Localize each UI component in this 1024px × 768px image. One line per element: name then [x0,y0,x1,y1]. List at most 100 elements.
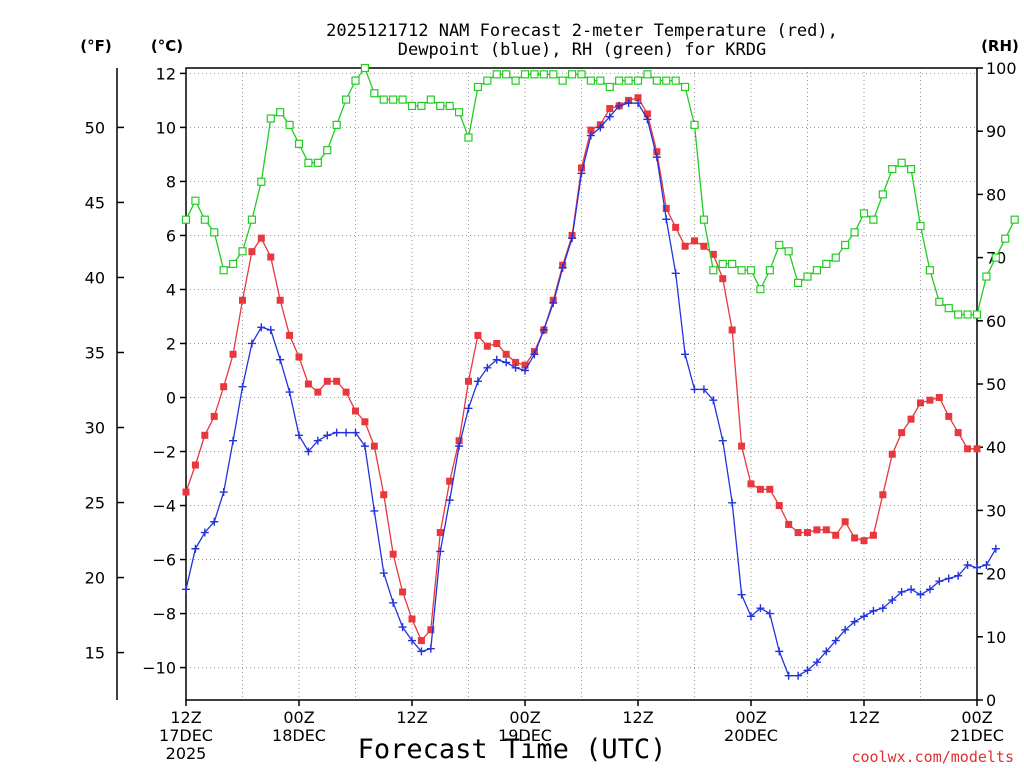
dewpoint-point [473,377,482,386]
rh-point [200,215,209,224]
dewpoint-point [841,625,850,634]
dewpoint-point [360,442,369,451]
x-tick-label: 00Z [735,708,766,727]
temperature-point [483,342,491,350]
chart-title-line2: Dewpoint (blue), RH (green) for KRDG [398,40,766,60]
rh-point [699,215,709,224]
chart-axes [116,67,978,701]
dewpoint-point [925,585,934,594]
rh-point [341,95,351,104]
rh-tick-label: 50 [986,375,1006,394]
rh-point [888,165,897,174]
x-tick-label: 2025 [166,744,207,763]
dewpoint-point [455,442,464,451]
dewpoint-point [586,131,595,140]
dewpoint-point [257,323,266,332]
dewpoint-point [200,528,209,537]
temperature-point [323,377,331,385]
temperature-point [869,531,877,539]
temperature-point [634,94,642,102]
x-tick-label: 21DEC [950,726,1004,745]
temperature-point [201,431,209,439]
dewpoint-point [605,112,614,121]
dewpoint-point [794,671,803,680]
dewpoint-point [521,366,529,375]
dewpoint-point [549,298,558,307]
temperature-point [935,394,943,402]
x-tick-label: 00Z [961,708,992,727]
temperature-point [888,450,896,458]
fahrenheit-tick-label: 40 [85,268,105,287]
rh-point [313,158,322,167]
dewpoint-point [530,350,539,359]
dewpoint-point [831,636,840,645]
dewpoint-point [916,590,925,599]
dewpoint-point [370,506,379,515]
rh-point [417,101,426,111]
fahrenheit-tick-label: 25 [85,494,105,513]
dewpoint-point [963,560,972,569]
rh-line [185,66,1016,316]
temperature-point [851,534,859,542]
dewpoint-point [897,587,906,596]
dewpoint-point [860,612,868,621]
celsius-tick-label: 4 [166,280,176,299]
dewpoint-point [765,609,774,618]
rh-point [483,76,492,85]
rh-point [445,101,454,111]
rh-point [567,70,577,79]
temperature-point [304,380,312,388]
fahrenheit-tick-label: 30 [85,419,105,438]
temperature-point [267,253,275,261]
rh-point [775,240,784,250]
rh-tick-label: 90 [986,122,1006,141]
temperature-point [455,437,463,445]
rh-point [379,95,388,104]
dewpoint-point [784,671,793,680]
dewpoint-point [182,585,190,594]
dewpoint-point [568,234,577,243]
rh-point [558,76,567,85]
dewpoint-point [398,623,407,632]
dewpoint-point [803,666,812,675]
dewpoint-point [982,560,991,569]
temperature-point [286,331,294,339]
rh-point [784,247,793,256]
dewpoint-point [238,382,247,391]
temperature-point [220,383,228,391]
dewpoint-point [332,428,341,437]
dewpoint-point [295,431,303,440]
temperature-point [860,537,868,545]
dewpoint-point [888,596,897,605]
dewpoint-point [973,563,981,572]
temperature-point [427,626,435,634]
rh-point [492,70,501,79]
rh-tick-label: 60 [986,312,1006,331]
rh-point [624,76,633,85]
rh-point [238,247,247,256]
rh-point [266,114,275,123]
rh-point [181,215,191,224]
temperature-point [907,415,915,423]
celsius-tick-label: −8 [152,605,176,624]
temperature-point [653,148,661,156]
temperature-point [408,615,416,623]
dewpoint-point [850,617,859,626]
temperature-point [917,399,924,407]
rh-point [662,76,671,85]
rh-point [972,310,982,319]
rh-point [520,70,530,79]
rh-point [982,272,991,281]
dewpoint-point [191,544,200,553]
celsius-tick-label: 2 [166,334,176,353]
dewpoint-point [812,658,821,667]
celsius-tick-label: 6 [166,226,176,245]
temperature-point [973,445,981,453]
fahrenheit-tick-label: 20 [85,569,105,588]
rh-point [323,146,332,155]
dewpoint-point [671,269,680,278]
temperature-point [239,296,246,304]
fahrenheit-tick-label: 35 [85,343,105,362]
rh-point [294,139,304,148]
temperature-point [822,526,830,534]
